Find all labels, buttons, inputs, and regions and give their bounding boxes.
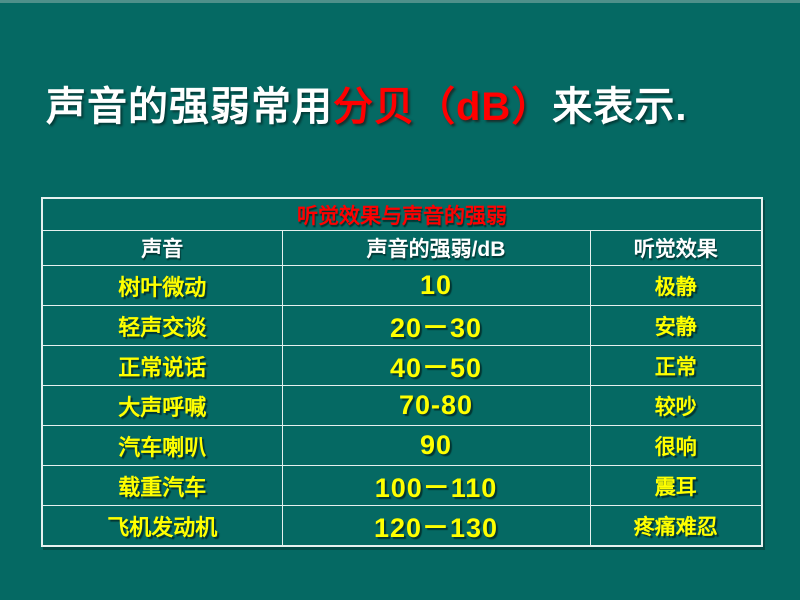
effect-cell: 较吵 [589,385,763,426]
effect-cell: 震耳 [589,465,763,506]
title-suffix: 来表示. [552,85,688,129]
decibel-table: 听觉效果与声音的强弱 声音 声音的强弱/dB 听觉效果 树叶微动 10 极静 轻声交谈… [41,197,764,547]
intensity-cell: 20－30 [281,305,591,346]
column-header-sound: 声音 [41,230,283,266]
table-body: 树叶微动 10 极静 轻声交谈 20－30 安静 正常说话 40－50 正常 大声呼喊 70-80 较… [41,265,763,547]
table-caption: 听觉效果与声音的强弱 [41,197,763,231]
intensity-cell: 120－130 [281,505,591,547]
intensity-cell: 100－110 [281,465,591,506]
table-caption-row: 听觉效果与声音的强弱 [41,197,763,231]
effect-cell: 正常 [589,345,763,386]
slide-top-edge [0,0,800,3]
effect-cell: 疼痛难忍 [589,505,763,547]
table-row: 大声呼喊 70-80 较吵 [41,385,763,426]
sound-source-cell: 正常说话 [41,345,283,386]
table-head: 听觉效果与声音的强弱 声音 声音的强弱/dB 听觉效果 [41,197,763,266]
sound-source-cell: 载重汽车 [41,465,283,506]
effect-cell: 安静 [589,305,763,346]
sound-source-cell: 汽车喇叭 [41,425,283,466]
table-row: 正常说话 40－50 正常 [41,345,763,386]
slide-title: 声音的强弱常用分贝（dB）来表示. [46,74,687,132]
table-header-row: 声音 声音的强弱/dB 听觉效果 [41,230,763,266]
intensity-cell: 70-80 [281,385,591,426]
title-prefix: 声音的强弱常用 [46,85,333,129]
effect-cell: 极静 [589,265,763,306]
table-row: 载重汽车 100－110 震耳 [41,465,763,506]
effect-cell: 很响 [589,425,763,466]
table-row: 树叶微动 10 极静 [41,265,763,306]
sound-source-cell: 树叶微动 [41,265,283,306]
intensity-cell: 90 [281,425,591,466]
intensity-cell: 10 [281,265,591,306]
column-header-intensity: 声音的强弱/dB [281,230,591,266]
table-row: 轻声交谈 20－30 安静 [41,305,763,346]
column-header-effect: 听觉效果 [589,230,763,266]
sound-source-cell: 轻声交谈 [41,305,283,346]
intensity-cell: 40－50 [281,345,591,386]
title-highlight-decibel: 分贝（dB） [333,85,553,129]
table-row: 飞机发动机 120－130 疼痛难忍 [41,505,763,547]
table-row: 汽车喇叭 90 很响 [41,425,763,466]
sound-source-cell: 大声呼喊 [41,385,283,426]
sound-source-cell: 飞机发动机 [41,505,283,547]
